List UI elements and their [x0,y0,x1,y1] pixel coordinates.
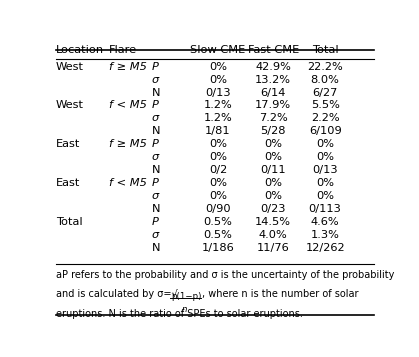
Text: 7.2%: 7.2% [259,114,287,124]
Text: 1/81: 1/81 [205,126,231,136]
Text: 1.2%: 1.2% [204,100,233,110]
Text: 0/11: 0/11 [260,165,286,175]
Text: σ: σ [151,75,159,85]
Text: Slow CME: Slow CME [190,45,246,55]
Text: Fast CME: Fast CME [248,45,299,55]
Text: P: P [151,217,158,227]
Text: N: N [151,87,160,97]
Text: 0%: 0% [209,191,227,201]
Text: Flare: Flare [109,45,137,55]
Text: 0%: 0% [264,191,282,201]
Text: P: P [151,178,158,188]
Text: 0%: 0% [264,139,282,149]
Text: 0%: 0% [316,178,334,188]
Text: 13.2%: 13.2% [255,75,291,85]
Text: 6/109: 6/109 [309,126,341,136]
Text: East: East [56,178,80,188]
Text: aP refers to the probability and σ is the uncertainty of the probability: aP refers to the probability and σ is th… [56,270,394,280]
Text: f < M5: f < M5 [109,178,147,188]
Text: f < M5: f < M5 [109,100,147,110]
Text: 1.2%: 1.2% [204,114,233,124]
Text: Location: Location [56,45,104,55]
Text: f ≥ M5: f ≥ M5 [109,62,147,72]
Text: 17.9%: 17.9% [255,100,291,110]
Text: 6/14: 6/14 [261,87,286,97]
Text: West: West [56,100,84,110]
Text: p(1−p): p(1−p) [171,292,201,301]
Text: 0/13: 0/13 [205,87,231,97]
Text: 0/90: 0/90 [205,204,231,214]
Text: 42.9%: 42.9% [255,62,291,72]
Text: 0%: 0% [316,152,334,162]
Text: and is calculated by σ=√: and is calculated by σ=√ [56,290,177,300]
Text: 8.0%: 8.0% [311,75,339,85]
Text: P: P [151,100,158,110]
Text: 0/2: 0/2 [209,165,227,175]
Text: 0%: 0% [316,139,334,149]
Text: 4.0%: 4.0% [259,230,287,240]
Text: 0%: 0% [264,152,282,162]
Text: 0%: 0% [316,191,334,201]
Text: eruptions. N is the ratio of SPEs to solar eruptions.: eruptions. N is the ratio of SPEs to sol… [56,309,303,319]
Text: P: P [151,139,158,149]
Text: N: N [151,126,160,136]
Text: σ: σ [151,114,159,124]
Text: N: N [151,165,160,175]
Text: 0%: 0% [264,178,282,188]
Text: 11/76: 11/76 [257,242,290,253]
Text: Total: Total [312,45,339,55]
Text: 0%: 0% [209,139,227,149]
Text: N: N [151,242,160,253]
Text: 0.5%: 0.5% [204,230,233,240]
Text: 1/186: 1/186 [202,242,234,253]
Text: 5.5%: 5.5% [311,100,339,110]
Text: N: N [151,204,160,214]
Text: 0.5%: 0.5% [204,217,233,227]
Text: 0%: 0% [209,152,227,162]
Text: σ: σ [151,191,159,201]
Text: 6/27: 6/27 [313,87,338,97]
Text: 4.6%: 4.6% [311,217,339,227]
Text: 2.2%: 2.2% [311,114,339,124]
Text: West: West [56,62,84,72]
Text: Total: Total [56,217,82,227]
Text: 1.3%: 1.3% [311,230,339,240]
Text: n: n [181,305,187,314]
Text: 0%: 0% [209,178,227,188]
Text: f ≥ M5: f ≥ M5 [109,139,147,149]
Text: , where n is the number of solar: , where n is the number of solar [202,290,359,300]
Text: 0/113: 0/113 [309,204,341,214]
Text: 0/13: 0/13 [312,165,338,175]
Text: 0%: 0% [209,75,227,85]
Text: 0/23: 0/23 [261,204,286,214]
Text: σ: σ [151,230,159,240]
Text: 0%: 0% [209,62,227,72]
Text: 12/262: 12/262 [305,242,345,253]
Text: East: East [56,139,80,149]
Text: 22.2%: 22.2% [307,62,343,72]
Text: 14.5%: 14.5% [255,217,291,227]
Text: σ: σ [151,152,159,162]
Text: P: P [151,62,158,72]
Text: 5/28: 5/28 [261,126,286,136]
